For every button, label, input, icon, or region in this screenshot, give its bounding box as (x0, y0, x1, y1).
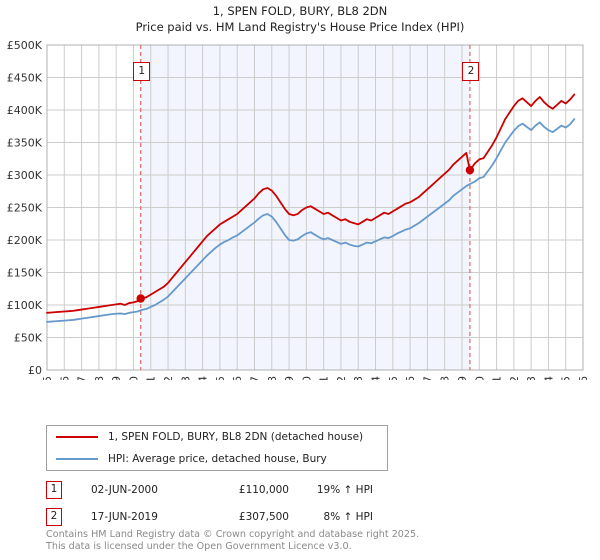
x-axis-tick-label: 2003 (179, 376, 192, 380)
y-axis-tick-label: £200K (7, 234, 43, 247)
x-axis-tick-label: 1995 (41, 376, 54, 380)
x-axis-tick-label: 2010 (300, 376, 313, 380)
series-line (46, 93, 576, 314)
transaction-hpi-delta: 19% ↑ HPI (316, 483, 373, 496)
transaction-price: £110,000 (238, 483, 289, 496)
x-axis-tick-label: 2005 (214, 376, 227, 380)
footer-line-2: This data is licensed under the Open Gov… (46, 540, 352, 552)
transaction-point-marker[interactable] (465, 165, 475, 175)
price-history-linechart: 1995 1996 1997 1998 1999 2000 2001 2002 2003 2004… (7, 40, 590, 380)
transaction-index-badge: 1 (46, 480, 62, 499)
x-axis-tick-label: 1997 (76, 376, 89, 380)
legend-item-label: HPI: Average price, detached house, Bury (108, 453, 327, 465)
y-axis-tick-label: £400K (7, 104, 43, 117)
footer-attribution: Contains HM Land Registry data © Crown c… (46, 529, 566, 552)
x-axis-tick-label: 2013 (352, 376, 365, 380)
footer-line-1: Contains HM Land Registry data © Crown c… (46, 529, 420, 540)
chart-marker-box[interactable]: 1 (133, 62, 151, 81)
x-axis-tick-label: 2021 (491, 376, 504, 380)
x-axis-tick-label: 2026 (577, 376, 590, 380)
x-axis-tick-label: 2020 (473, 376, 486, 380)
x-axis-tick-label: 2019 (456, 376, 469, 380)
transaction-date: 17-JUN-2019 (91, 510, 158, 523)
y-axis-tick-label: £100K (7, 299, 43, 312)
x-axis-tick-label: 2015 (387, 376, 400, 380)
title-subtitle: Price paid vs. HM Land Registry's House … (135, 20, 465, 34)
x-axis-tick-label: 2016 (404, 376, 417, 380)
legend-color-swatch (56, 458, 98, 460)
transaction-hpi-delta: 8% ↑ HPI (323, 510, 373, 523)
y-axis-tick-label: £150K (7, 267, 43, 280)
transaction-row: 2 17-JUN-2019 £307,500 8% ↑ HPI (46, 503, 466, 530)
x-axis-tick-label: 1996 (58, 376, 71, 380)
x-axis-tick-label: 2023 (525, 376, 538, 380)
x-axis-tick-label: 2017 (421, 376, 434, 380)
y-axis-tick-label: £500K (7, 40, 43, 52)
series-line (46, 118, 576, 323)
x-axis-tick-label: 1998 (93, 376, 106, 380)
y-axis-tick-label: £350K (7, 137, 43, 150)
x-axis-tick-label: 2008 (266, 376, 279, 380)
x-axis-tick-label: 2004 (197, 376, 210, 380)
x-axis-tick-label: 2001 (145, 376, 158, 380)
transaction-point-marker[interactable] (136, 294, 145, 303)
plot-frame (46, 44, 584, 371)
x-axis-tick-label: 2006 (231, 376, 244, 380)
x-axis-tick-label: 2011 (318, 376, 331, 380)
transaction-index-badge: 2 (46, 507, 62, 526)
transaction-date: 02-JUN-2000 (91, 483, 158, 496)
page-title: 1, SPEN FOLD, BURY, BL8 2DN Price paid v… (0, 3, 600, 35)
legend-item: 1, SPEN FOLD, BURY, BL8 2DN (detached ho… (47, 426, 387, 448)
x-axis-tick-label: 2007 (248, 376, 261, 380)
x-axis-tick-label: 1999 (110, 376, 123, 380)
x-axis-tick-label: 2012 (335, 376, 348, 380)
x-axis-tick-label: 2022 (508, 376, 521, 380)
legend-item-label: 1, SPEN FOLD, BURY, BL8 2DN (detached ho… (108, 431, 364, 443)
chart-plot-area: 1995 1996 1997 1998 1999 2000 2001 2002 2003 2004… (0, 40, 600, 380)
x-axis-tick-label: 2009 (283, 376, 296, 380)
y-axis-tick-label: £0 (28, 364, 42, 377)
transactions-list: 1 02-JUN-2000 £110,000 19% ↑ HPI 2 17-JUN-201… (46, 476, 466, 530)
x-axis-tick-label: 2024 (542, 376, 555, 380)
x-axis-tick-label: 2018 (439, 376, 452, 380)
x-axis-tick-label: 2002 (162, 376, 175, 380)
title-address: 1, SPEN FOLD, BURY, BL8 2DN (212, 4, 388, 18)
legend-item: HPI: Average price, detached house, Bury (47, 448, 387, 470)
x-axis-tick-label: 2000 (127, 376, 140, 380)
y-axis-tick-label: £450K (7, 72, 43, 85)
x-axis-tick-label: 2025 (560, 376, 573, 380)
transaction-row: 1 02-JUN-2000 £110,000 19% ↑ HPI (46, 476, 466, 503)
y-axis-tick-label: £250K (7, 202, 43, 215)
y-axis-tick-label: £50K (14, 332, 43, 345)
chart-legend: 1, SPEN FOLD, BURY, BL8 2DN (detached ho… (46, 425, 388, 471)
legend-color-swatch (56, 436, 98, 438)
x-axis-tick-label: 2014 (370, 376, 383, 380)
chart-marker-box[interactable]: 2 (462, 62, 480, 81)
transaction-price: £307,500 (238, 510, 289, 523)
y-axis-tick-label: £300K (7, 169, 43, 182)
